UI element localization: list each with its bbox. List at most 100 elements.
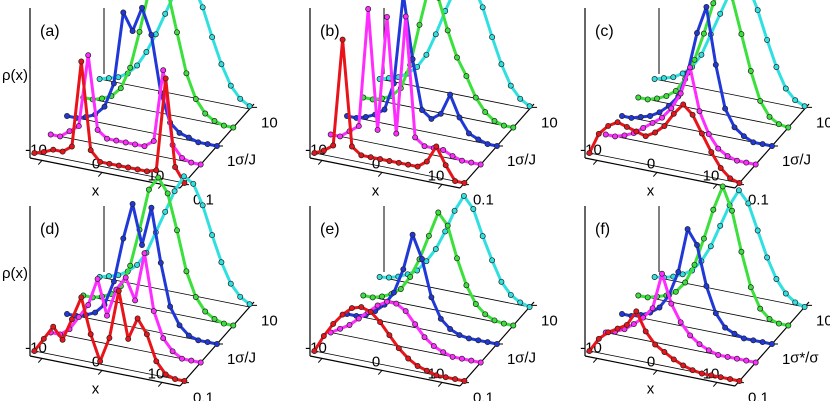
data-point	[95, 127, 100, 132]
data-point	[116, 288, 121, 293]
data-point	[434, 144, 439, 149]
depth-tick-label: 1	[782, 153, 790, 170]
data-point	[177, 130, 182, 135]
data-point	[203, 111, 208, 116]
data-point	[349, 306, 354, 311]
data-point	[419, 107, 424, 112]
data-point	[142, 144, 147, 149]
data-point	[69, 144, 74, 149]
data-point	[436, 210, 441, 215]
depth-tick-label: 1	[782, 351, 790, 368]
data-point	[356, 124, 361, 129]
x-tick-mark	[98, 172, 102, 176]
data-point	[433, 32, 438, 37]
data-point	[359, 305, 364, 310]
data-point	[450, 354, 455, 359]
data-point	[669, 106, 674, 111]
data-point	[161, 68, 166, 73]
data-point	[161, 336, 166, 341]
baseline-line	[347, 116, 497, 146]
data-point	[200, 203, 205, 208]
data-point	[699, 131, 704, 136]
data-point	[106, 274, 111, 279]
data-point	[464, 74, 469, 79]
data-point	[783, 291, 788, 296]
data-point	[387, 333, 392, 338]
x-axis-label: x	[647, 381, 655, 398]
data-point	[709, 150, 714, 155]
data-point	[453, 377, 458, 382]
data-point	[662, 123, 667, 128]
data-point	[349, 144, 354, 149]
data-point	[433, 247, 438, 252]
data-point	[511, 125, 516, 130]
data-point	[739, 31, 744, 36]
data-point	[130, 29, 135, 34]
data-point	[221, 321, 226, 326]
data-point	[711, 207, 716, 212]
data-point	[338, 134, 343, 139]
data-point	[723, 325, 728, 330]
data-point	[802, 104, 807, 109]
x-tick-mark	[38, 160, 42, 164]
data-point	[415, 363, 420, 368]
data-point	[408, 274, 413, 279]
data-point	[186, 333, 191, 338]
data-point	[734, 356, 739, 361]
data-point	[396, 346, 401, 351]
data-point	[238, 294, 243, 299]
data-point	[802, 304, 807, 309]
data-point	[664, 94, 669, 99]
data-point	[653, 342, 658, 347]
data-point	[671, 111, 676, 116]
data-point	[378, 157, 383, 162]
data-point	[606, 330, 611, 335]
data-point	[697, 342, 702, 347]
data-point	[210, 233, 215, 238]
data-point	[673, 88, 678, 93]
data-point	[499, 279, 504, 284]
data-point	[76, 124, 81, 129]
data-point	[422, 144, 427, 149]
data-point	[173, 377, 178, 382]
data-point	[438, 111, 443, 116]
data-point	[476, 137, 481, 142]
data-point	[596, 336, 601, 341]
data-point	[406, 162, 411, 167]
data-point	[212, 316, 217, 321]
data-point	[196, 140, 201, 145]
data-point	[60, 149, 65, 154]
depth-tick-label: 0.1	[748, 192, 769, 209]
data-point	[359, 153, 364, 158]
data-point	[641, 125, 646, 130]
data-point	[732, 125, 737, 130]
data-point	[723, 106, 728, 111]
data-point	[238, 96, 243, 101]
data-point	[793, 98, 798, 103]
data-point	[312, 348, 317, 353]
x-tick-label: 0	[647, 353, 655, 370]
data-point	[508, 83, 513, 88]
data-point	[219, 260, 224, 265]
data-point	[748, 285, 753, 290]
data-point	[448, 92, 453, 97]
data-point	[198, 162, 203, 167]
data-point	[786, 125, 791, 130]
data-point	[79, 59, 84, 64]
data-point	[645, 97, 650, 102]
data-point	[198, 360, 203, 365]
data-point	[95, 276, 100, 281]
data-point	[485, 142, 490, 147]
data-point	[363, 114, 368, 119]
data-point	[631, 322, 636, 327]
data-point	[511, 323, 516, 328]
depth-axis-label: σ/J	[515, 152, 536, 169]
data-point	[128, 263, 133, 268]
data-point	[643, 329, 648, 334]
data-point	[214, 341, 219, 346]
data-point	[643, 134, 648, 139]
data-point	[384, 14, 389, 19]
data-point	[678, 320, 683, 325]
data-point	[76, 315, 81, 320]
